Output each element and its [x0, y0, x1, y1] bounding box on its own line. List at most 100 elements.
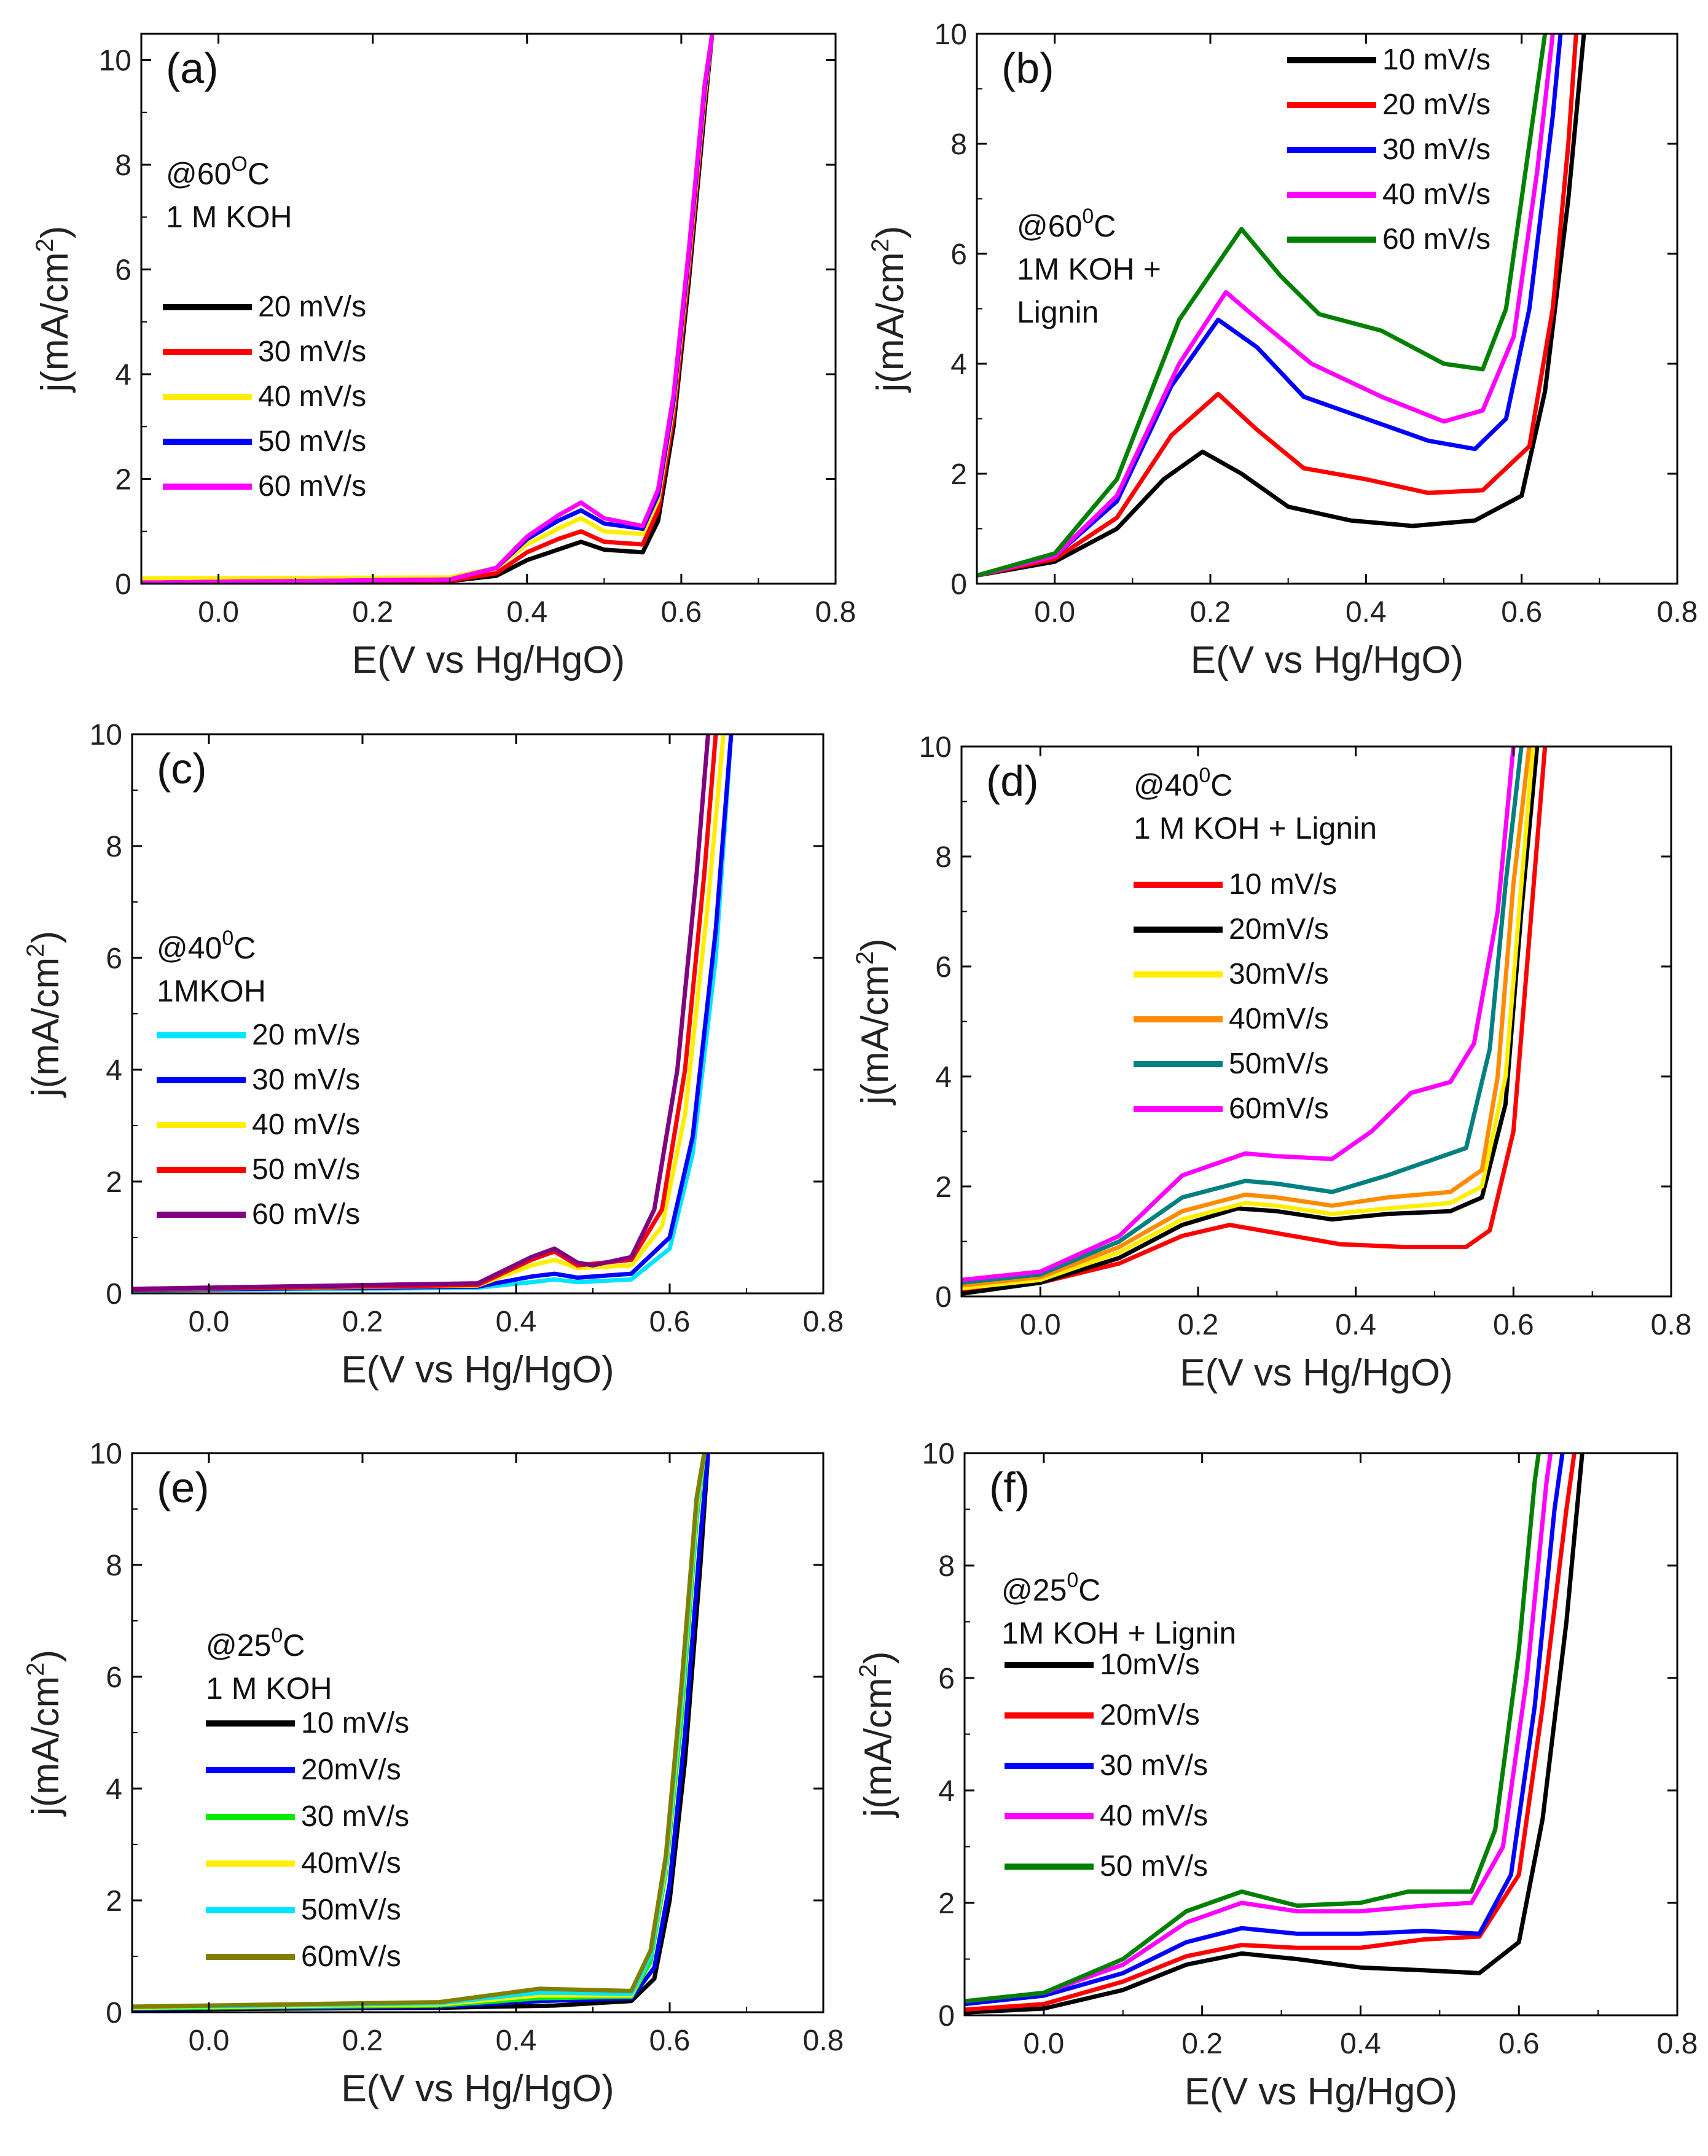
chart-panel-e: 0.0 0.2 0.4 0.6 0.8 0 2 4 6 8 10 E(V vs Hg/HgO) j(mA…	[22, 1438, 844, 2110]
y-tick-label: 10	[934, 18, 967, 51]
x-tick-label: 0.2	[1190, 596, 1231, 629]
legend-label: 40mV/s	[301, 1847, 401, 1880]
x-tick-label: 0.8	[803, 1306, 844, 1338]
series-line-3	[977, 34, 1555, 578]
legend-label: 20mV/s	[1100, 1699, 1200, 1731]
x-tick-label: 0.6	[649, 1306, 691, 1338]
series-line-0	[977, 34, 1586, 578]
y-tick-label: 0	[938, 2000, 955, 2033]
x-tick-label: 0.0	[1024, 2028, 1065, 2060]
y-tick-label: 4	[950, 348, 967, 381]
y-axis-title: j(mA/cm2)	[31, 225, 76, 393]
series-line-2	[132, 734, 726, 1292]
series-line-4	[965, 1453, 1541, 2004]
y-tick-label: 10	[919, 731, 952, 764]
series-line-2	[965, 1453, 1565, 2007]
series-line-5	[962, 747, 1516, 1282]
y-tick-label: 0	[935, 1281, 952, 1314]
chart-panel-f: 0.0 0.2 0.4 0.6 0.8 0 2 4 6 8 10 E(V vs Hg/HgO) j(mA…	[855, 1438, 1698, 2113]
legend-label: 20mV/s	[1229, 913, 1329, 946]
y-tick-label: 0	[115, 568, 131, 601]
y-tick-label: 10	[90, 1438, 122, 1470]
series-line-1	[132, 734, 734, 1292]
legend-label: 20 mV/s	[252, 1019, 360, 1051]
y-axis-title: j(mA/cm2)	[22, 931, 67, 1098]
series-line-1	[132, 1453, 710, 2011]
chart-panel-c: 0.0 0.2 0.4 0.6 0.8 0 2 4 6 8 10 E(V vs Hg/HgO) j(mA…	[22, 719, 844, 1391]
x-tick-label: 0.8	[803, 2025, 844, 2057]
plot-frame	[140, 33, 837, 585]
legend-label: 30 mV/s	[301, 1800, 409, 1833]
x-tick-label: 0.8	[1657, 2028, 1698, 2060]
series-line-2	[977, 34, 1563, 578]
x-tick-label: 0.0	[189, 2025, 230, 2057]
legend-label: 10mV/s	[1100, 1648, 1200, 1681]
x-tick-label: 0.0	[1034, 596, 1075, 629]
x-tick-label: 0.0	[1020, 1309, 1061, 1341]
y-tick-label: 4	[106, 1054, 122, 1087]
series-line-3	[132, 734, 718, 1292]
series-line-3	[962, 747, 1532, 1288]
chart-panel-b: 0.0 0.2 0.4 0.6 0.8 0 2 4 6 8 10 E(V vs Hg/HgO) j(mA…	[867, 18, 1698, 681]
legend-label: 10 mV/s	[301, 1707, 409, 1739]
x-axis-title: E(V vs Hg/HgO)	[341, 2068, 614, 2110]
x-tick-label: 0.8	[1651, 1309, 1692, 1341]
series-line-1	[962, 747, 1540, 1296]
x-tick-label: 0.2	[342, 1306, 383, 1338]
series-line-0	[132, 1453, 710, 2012]
y-tick-label: 8	[938, 1550, 955, 1583]
x-axis-title: E(V vs Hg/HgO)	[1185, 2071, 1457, 2113]
legend-label: 50 mV/s	[252, 1153, 360, 1186]
legend-label: 30mV/s	[1229, 958, 1329, 990]
temperature-label: @400C	[1134, 764, 1232, 802]
series-line-3	[965, 1453, 1553, 2004]
series-line-2	[132, 1453, 707, 2011]
x-axis-title: E(V vs Hg/HgO)	[352, 639, 625, 681]
chart-panel-d: 0.0 0.2 0.4 0.6 0.8 0 2 4 6 8 10 E(V vs Hg/HgO) j(mA…	[852, 731, 1692, 1394]
legend-label: 40mV/s	[1229, 1003, 1329, 1035]
y-tick-label: 2	[938, 1887, 955, 1920]
x-tick-label: 0.4	[1340, 2028, 1381, 2060]
legend-label: 60mV/s	[301, 1940, 401, 1973]
plot-frame	[963, 1452, 1679, 2017]
x-tick-label: 0.6	[649, 2025, 691, 2057]
legend-label: 50mV/s	[1229, 1048, 1329, 1080]
electrolyte-label: 1 M KOH	[166, 200, 292, 234]
legend-label: 20 mV/s	[258, 291, 366, 323]
y-tick-label: 2	[115, 464, 131, 496]
legend-label: 40 mV/s	[1382, 178, 1491, 211]
x-tick-label: 0.0	[198, 596, 239, 629]
x-tick-label: 0.2	[1178, 1309, 1219, 1341]
chart-panel-a: 0.0 0.2 0.4 0.6 0.8 0 2 4 6 8 10 E(V vs Hg/HgO) j(mA…	[31, 33, 856, 681]
series-line-4	[977, 34, 1548, 578]
series-line-4	[141, 34, 715, 584]
x-tick-label: 0.6	[1498, 2028, 1540, 2060]
series-line-0	[962, 747, 1548, 1293]
legend-label: 30 mV/s	[252, 1064, 360, 1096]
y-tick-label: 8	[950, 128, 967, 161]
temperature-label: @600C	[1017, 205, 1116, 243]
x-tick-label: 0.0	[189, 1306, 230, 1338]
legend-label: 10 mV/s	[1229, 868, 1337, 901]
legend-label: 60 mV/s	[258, 470, 366, 503]
legend-label: 40 mV/s	[1100, 1800, 1208, 1832]
series-line-1	[977, 34, 1578, 578]
x-tick-label: 0.8	[1657, 596, 1698, 629]
legend-label: 50 mV/s	[258, 425, 366, 458]
y-tick-label: 0	[950, 568, 967, 601]
x-tick-label: 0.6	[661, 596, 702, 629]
x-tick-label: 0.4	[506, 596, 547, 629]
legend-label: 20mV/s	[301, 1754, 401, 1786]
legend-label: 20 mV/s	[1382, 88, 1491, 121]
y-tick-label: 2	[106, 1166, 122, 1199]
y-axis-title: j(mA/cm2)	[867, 225, 912, 393]
series-line-4	[962, 747, 1524, 1285]
x-tick-label: 0.4	[1335, 1309, 1376, 1341]
electrolyte-label: 1M KOH +	[1017, 252, 1161, 286]
y-axis-title: j(mA/cm2)	[852, 938, 896, 1105]
y-tick-label: 8	[115, 149, 131, 182]
legend-label: 60 mV/s	[252, 1198, 360, 1231]
electrolyte-label: Lignin	[1017, 295, 1099, 329]
y-tick-label: 10	[90, 719, 122, 751]
legend-label: 30 mV/s	[1382, 133, 1491, 166]
